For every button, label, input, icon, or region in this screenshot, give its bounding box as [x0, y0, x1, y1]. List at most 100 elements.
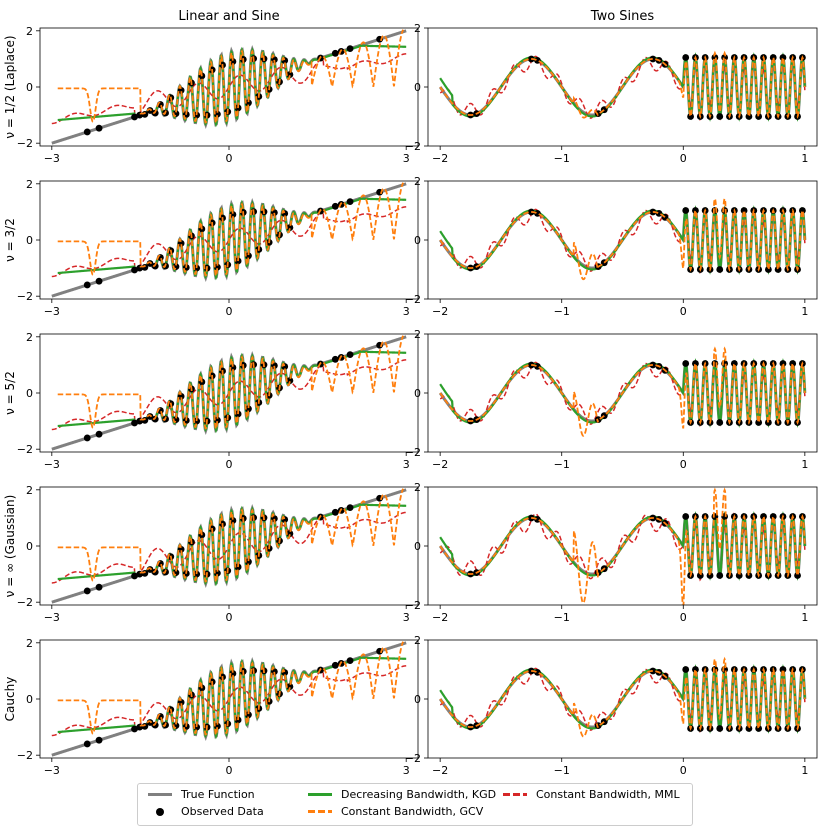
x-tick-label: 1: [801, 305, 808, 318]
observed-data-point: [95, 124, 103, 132]
mml-line: [439, 52, 806, 121]
observed-data-point: [213, 263, 221, 271]
observed-data-point: [764, 419, 772, 426]
plot-area: [438, 346, 807, 437]
observed-data-point: [721, 666, 729, 673]
panel-two-sines-row-2: −2 −1 0 1 −2 0 2: [405, 175, 818, 318]
column-title: Two Sines: [590, 9, 655, 24]
observed-data-point: [245, 252, 252, 260]
observed-data-point: [745, 113, 753, 120]
panel-linear-sine-row-3: −3 0 3−202: [17, 331, 419, 471]
observed-data-point: [682, 513, 690, 520]
observed-data-point: [131, 266, 138, 274]
row-label: ν = 5/2: [3, 371, 17, 415]
observed-data-point: [740, 207, 748, 214]
observed-data-point: [692, 360, 699, 367]
observed-data-point: [760, 513, 767, 520]
gcv-line: [57, 488, 405, 583]
y-tick-label: 0: [414, 387, 421, 400]
observed-data-point: [83, 281, 91, 289]
x-tick-label: 0: [680, 305, 687, 318]
plot-area: [438, 487, 807, 605]
y-tick-label: −2: [17, 596, 33, 609]
x-tick-label: 1: [801, 764, 808, 777]
observed-data-point: [245, 405, 252, 413]
observed-data-point: [682, 207, 690, 214]
gcv-line: [57, 182, 405, 277]
y-tick-label: 2: [414, 22, 421, 35]
observed-data-point: [755, 419, 763, 426]
panel-two-sines-row-4: −2 −1 0 1 −2 0 2: [405, 481, 818, 624]
observed-data-point: [331, 49, 339, 57]
observed-data-point: [794, 572, 801, 579]
legend-item-observed-data: Observed Data: [148, 805, 264, 818]
y-tick-label: 2: [26, 637, 33, 650]
observed-data-point: [229, 517, 237, 524]
y-tick-label: −2: [17, 749, 33, 762]
observed-data-point: [692, 207, 699, 214]
observed-data-point: [193, 570, 201, 578]
observed-data-point: [716, 419, 724, 426]
gcv-line: [439, 656, 806, 738]
legend-item-gcv: Constant Bandwidth, GCV: [308, 805, 483, 818]
x-tick-label: 0: [680, 764, 687, 777]
panel-two-sines-row-5: −2 −1 0 1 −2 0 2: [405, 634, 818, 777]
y-tick-label: 0: [26, 234, 33, 247]
x-tick-label: 3: [403, 611, 410, 624]
observed-data-point: [286, 530, 294, 537]
x-tick-label: −1: [554, 764, 570, 777]
observed-data-point: [131, 725, 138, 733]
x-tick-label: 0: [226, 152, 233, 165]
observed-data-point: [213, 569, 221, 577]
column-title: Linear and Sine: [178, 9, 279, 24]
mml-line: [51, 53, 407, 125]
plot-area: [438, 196, 807, 281]
row-label: ν = 3/2: [3, 218, 17, 262]
observed-data-point: [764, 266, 772, 273]
y-tick-label: 0: [414, 81, 421, 94]
y-tick-label: 0: [414, 693, 421, 706]
observed-data-point: [649, 55, 657, 63]
legend-item-true-function: True Function: [148, 788, 255, 801]
legend-item-kgd: Decreasing Bandwidth, KGD: [308, 788, 496, 801]
observed-data-point: [721, 207, 729, 214]
row-label: ν = ∞ (Gaussian): [3, 495, 17, 598]
observed-data-point: [755, 725, 763, 732]
observed-data-point: [331, 355, 339, 363]
legend-label: True Function: [181, 788, 255, 801]
plot-area: [51, 29, 407, 145]
x-tick-label: 0: [680, 458, 687, 471]
observed-data-point: [193, 417, 201, 425]
x-tick-label: −1: [554, 152, 570, 165]
observed-data-point: [716, 572, 724, 579]
legend: True Function Observed Data Decreasing B…: [137, 783, 693, 826]
y-tick-label: 0: [26, 540, 33, 553]
observed-data-point: [730, 360, 738, 367]
observed-data-point: [286, 224, 294, 231]
observed-data-point: [692, 666, 699, 673]
observed-data-point: [286, 683, 294, 690]
mml-line: [439, 664, 806, 733]
observed-data-point: [687, 113, 694, 120]
x-tick-label: −2: [432, 152, 448, 165]
mml-line: [439, 358, 806, 427]
y-tick-label: 2: [414, 175, 421, 188]
y-tick-label: −2: [405, 446, 421, 459]
y-tick-label: 2: [414, 481, 421, 494]
mml-line: [51, 665, 407, 737]
observed-data-point: [779, 666, 787, 673]
observed-data-point: [83, 740, 91, 748]
x-tick-label: 0: [226, 764, 233, 777]
gcv-line: [439, 50, 806, 119]
x-tick-label: −3: [44, 611, 60, 624]
plot-area: [51, 641, 407, 757]
y-tick-label: 2: [414, 634, 421, 647]
observed-data-point: [213, 416, 221, 424]
observed-data-point: [682, 54, 690, 61]
observed-data-point: [735, 572, 743, 579]
y-tick-label: 2: [414, 328, 421, 341]
observed-data-point: [716, 113, 724, 120]
observed-data-point: [286, 71, 294, 78]
legend-label: Decreasing Bandwidth, KGD: [341, 788, 497, 801]
